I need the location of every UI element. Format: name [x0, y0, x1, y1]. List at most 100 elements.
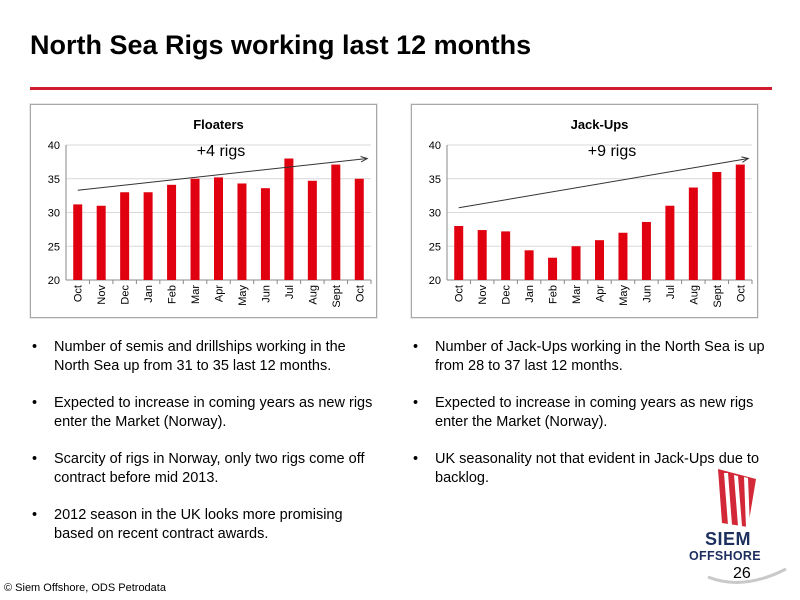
floaters-x-tick-label: Aug: [307, 285, 319, 305]
floaters-chart-title: Floaters: [193, 117, 244, 132]
floaters-trend-arrowhead: [360, 156, 369, 163]
floaters-bullet-item: • Number of semis and drillships working …: [30, 338, 380, 376]
floaters-x-tick-label: Feb: [167, 285, 179, 304]
jackups-chart-svg: Jack-Ups 20 25 30 35 40 Oct Nov Dec Jan Feb Mar Apr M…: [429, 117, 753, 308]
jackups-x-tick-label: Jun: [641, 285, 653, 303]
jackups-y-tick-label: 20: [429, 275, 441, 287]
bullet-icon: •: [32, 395, 38, 411]
jackups-bar: [595, 240, 604, 280]
viking-sail-icon: [707, 469, 787, 584]
page-number: 26: [733, 565, 751, 582]
jackups-y-tick-label: 30: [429, 208, 441, 220]
floaters-x-tick-label: Sept: [331, 285, 343, 308]
jackups-bar: [454, 226, 464, 280]
jackups-bar: [477, 230, 487, 280]
floaters-bar: [190, 178, 200, 280]
jackups-trend-arrowhead: [741, 156, 750, 163]
page-title: North Sea Rigs working last 12 months: [30, 30, 532, 60]
footer-source: © Siem Offshore, ODS Petrodata: [4, 582, 166, 594]
jackups-bar: [688, 187, 698, 280]
bullet-icon: •: [32, 451, 38, 467]
jackups-chart: Jack-Ups 20 25 30 35 40 Oct Nov Dec Jan Feb Mar Apr M…: [411, 104, 758, 318]
jackups-bar: [524, 250, 534, 280]
floaters-bar: [237, 183, 247, 280]
jackups-bar: [735, 164, 745, 280]
floaters-bar: [307, 180, 317, 280]
jackups-x-tick-label: Oct: [454, 285, 466, 302]
jackups-x-tick-label: Aug: [688, 285, 700, 305]
floaters-y-tick-label: 20: [48, 275, 60, 287]
floaters-x-tick-label: Oct: [354, 285, 366, 302]
bullet-text: Expected to increase in coming years as …: [435, 395, 754, 430]
floaters-x-tick-label: Nov: [96, 285, 108, 305]
bullet-text: Number of semis and drillships working i…: [54, 339, 346, 374]
jackups-y-tick-label: 25: [429, 241, 441, 253]
jackups-x-tick-label: May: [618, 285, 630, 306]
floaters-x-tick-label: May: [237, 285, 249, 306]
floaters-chart: Floaters 20 25 30 35 40 Oct Nov Dec Jan Feb Mar Apr M…: [30, 104, 377, 318]
jackups-x-tick-label: Feb: [548, 285, 560, 304]
jackups-bullet-item: • UK seasonality not that evident in Jack…: [411, 450, 771, 488]
jackups-bar: [712, 172, 722, 280]
floaters-trend-arrow: [77, 158, 368, 191]
jackups-x-tick-label: Jul: [665, 285, 677, 299]
floaters-bar: [260, 188, 270, 280]
bullet-text: UK seasonality not that evident in Jack-…: [435, 451, 760, 486]
bullet-text: Scarcity of rigs in Norway, only two rig…: [54, 451, 365, 486]
floaters-bar: [120, 192, 130, 280]
jackups-x-tick-label: Dec: [501, 285, 513, 305]
bullet-icon: •: [32, 507, 38, 523]
floaters-bar: [354, 178, 364, 280]
title-divider: [30, 87, 772, 90]
floaters-y-tick-label: 30: [48, 208, 60, 220]
jackups-x-tick-label: Sept: [712, 285, 724, 308]
floaters-chart-svg: Floaters 20 25 30 35 40 Oct Nov Dec Jan Feb Mar Apr M…: [48, 117, 372, 308]
jackups-trend-arrow: [458, 158, 749, 209]
floaters-bar: [96, 205, 106, 280]
floaters-x-tick-label: Dec: [120, 285, 132, 305]
bullet-icon: •: [413, 339, 419, 355]
jackups-bar: [665, 205, 675, 280]
floaters-bar: [167, 184, 177, 280]
jackups-y-tick-label: 35: [429, 174, 441, 186]
jackups-chart-title: Jack-Ups: [571, 117, 629, 132]
jackups-x-tick-label: Nov: [477, 285, 489, 305]
jackups-bullet-item: • Expected to increase in coming years as…: [411, 394, 771, 432]
floaters-bar: [73, 204, 83, 280]
floaters-x-tick-label: Apr: [214, 285, 226, 302]
logo-wordmark-offshore: OFFSHORE: [689, 549, 761, 563]
floaters-bullet-item: • Scarcity of rigs in Norway, only two ri…: [30, 450, 380, 488]
bullet-text: Expected to increase in coming years as …: [54, 395, 373, 430]
jackups-bullet-item: • Number of Jack-Ups working in the North…: [411, 338, 771, 376]
jackups-bar: [501, 231, 511, 280]
floaters-bar: [143, 192, 153, 280]
floaters-bullet-item: • Expected to increase in coming years as…: [30, 394, 380, 432]
floaters-bar: [284, 158, 294, 280]
jackups-bullet-list: • Number of Jack-Ups working in the North…: [411, 338, 771, 506]
floaters-x-tick-label: Oct: [73, 285, 85, 302]
floaters-annotation: +4 rigs: [197, 143, 245, 160]
logo-wordmark-siem: SIEM: [705, 529, 752, 549]
floaters-bar: [331, 164, 341, 280]
bullet-icon: •: [413, 451, 419, 467]
floaters-y-tick-label: 25: [48, 241, 60, 253]
floaters-bullet-item: • 2012 season in the UK looks more promis…: [30, 506, 380, 544]
jackups-y-tick-label: 40: [429, 140, 441, 152]
floaters-x-tick-label: Jun: [260, 285, 272, 303]
bullet-icon: •: [413, 395, 419, 411]
bullet-icon: •: [32, 339, 38, 355]
floaters-x-tick-label: Jan: [143, 285, 155, 303]
floaters-y-tick-label: 35: [48, 174, 60, 186]
jackups-bar: [641, 221, 651, 280]
jackups-x-tick-label: Mar: [571, 285, 583, 304]
floaters-bar: [214, 177, 223, 280]
jackups-x-tick-label: Jan: [524, 285, 536, 303]
bullet-text: 2012 season in the UK looks more promisi…: [54, 507, 343, 542]
jackups-x-tick-label: Oct: [735, 285, 747, 302]
floaters-x-tick-label: Jul: [284, 285, 296, 299]
jackups-bar: [571, 246, 581, 280]
jackups-x-tick-label: Apr: [595, 285, 607, 302]
floaters-bullet-list: • Number of semis and drillships working …: [30, 338, 380, 562]
floaters-x-tick-label: Mar: [190, 285, 202, 304]
bullet-text: Number of Jack-Ups working in the North …: [435, 339, 765, 374]
